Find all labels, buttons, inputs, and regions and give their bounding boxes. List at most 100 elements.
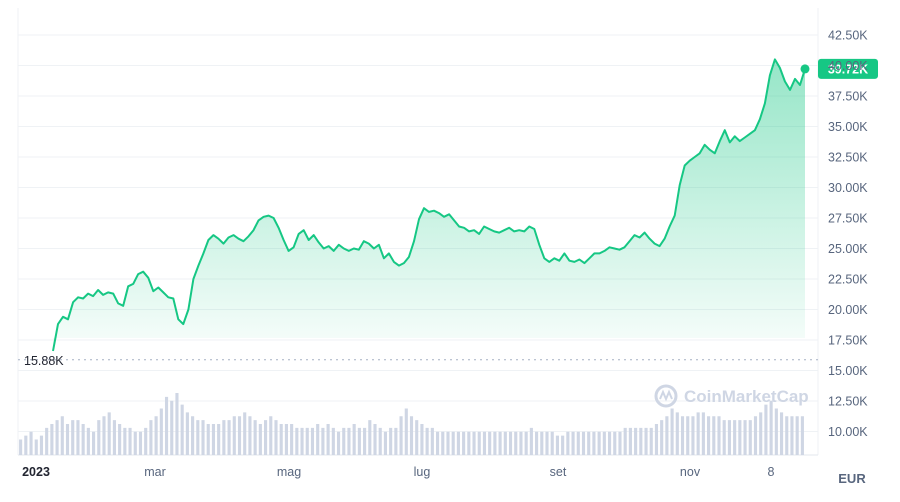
volume-bar (331, 427, 335, 455)
volume-bar (639, 427, 643, 455)
y-tick-label: 17.50K (828, 334, 868, 348)
volume-bar (295, 427, 299, 455)
volume-bar (660, 420, 664, 455)
watermark-logo: CoinMarketCap (654, 384, 809, 408)
volume-bar (566, 431, 570, 455)
volume-bar (347, 427, 351, 455)
volume-bars (19, 393, 804, 455)
last-price-label: 39.72K (828, 62, 868, 76)
volume-bar (399, 416, 403, 455)
y-tick-label: 40.00K (828, 59, 868, 73)
volume-bar (71, 420, 75, 455)
volume-bar (644, 427, 648, 455)
y-tick-label: 20.00K (828, 303, 868, 317)
volume-bar (451, 431, 455, 455)
watermark-text: CoinMarketCap (684, 387, 809, 406)
volume-bar (357, 427, 361, 455)
volume-bar (524, 431, 528, 455)
volume-bar (60, 416, 64, 455)
volume-bar (352, 424, 356, 455)
volume-bar (170, 400, 174, 455)
volume-bar (185, 412, 189, 455)
y-axis-ticks: 42.50K 40.00K 37.50K 35.00K 32.50K 30.00K 27.5… (828, 29, 868, 440)
volume-bar (493, 431, 497, 455)
volume-bar (248, 416, 252, 455)
price-area (53, 59, 805, 352)
volume-bar (269, 416, 273, 455)
volume-bar (321, 427, 325, 455)
last-price-badge: 39.72K (818, 58, 878, 79)
volume-bar (733, 420, 737, 455)
volume-bar (665, 416, 669, 455)
volume-bar (654, 424, 659, 455)
volume-bar (774, 408, 778, 455)
volume-bar (300, 427, 304, 455)
volume-bar (456, 431, 460, 455)
volume-bar (482, 431, 487, 455)
y-tick-label: 27.50K (828, 212, 868, 226)
volume-bar (587, 431, 591, 455)
volume-bar (86, 427, 90, 455)
volume-bar (748, 420, 752, 455)
volume-bar (759, 412, 763, 455)
volume-bar (738, 420, 742, 455)
volume-bar (712, 416, 716, 455)
volume-bar (180, 404, 184, 455)
volume-bar (211, 424, 216, 455)
volume-bar (363, 427, 367, 455)
currency-label: EUR (838, 471, 866, 486)
price-line (52, 58, 806, 352)
y-tick-label: 25.00K (828, 242, 868, 256)
volume-bar (519, 431, 523, 455)
volume-bar (45, 427, 49, 455)
volume-bar (290, 424, 294, 455)
x-tick-label: nov (680, 465, 701, 479)
volume-bar (581, 431, 586, 455)
volume-bar (50, 424, 54, 455)
volume-bar (446, 431, 450, 455)
volume-bar (561, 435, 565, 455)
volume-bar (201, 420, 205, 455)
volume-bar (222, 420, 226, 455)
volume-bar (435, 431, 440, 455)
volume-bar (394, 427, 398, 455)
volume-bar (133, 431, 137, 455)
volume-bar (19, 439, 23, 455)
volume-bar (717, 416, 721, 455)
volume-bar (514, 431, 518, 455)
volume-bar (97, 420, 101, 455)
volume-bar (785, 416, 789, 455)
volume-bar (175, 393, 179, 455)
volume-bar (274, 420, 278, 455)
volume-bar (217, 424, 221, 455)
volume-bar (55, 420, 59, 455)
y-tick-label: 35.00K (828, 120, 868, 134)
volume-bar (118, 424, 122, 455)
volume-bar (628, 427, 632, 455)
volume-bar (65, 424, 70, 455)
volume-bar (164, 396, 169, 455)
volume-bar (430, 427, 434, 455)
volume-bar (76, 420, 80, 455)
volume-bar (123, 427, 127, 455)
volume-bar (316, 424, 320, 455)
volume-bar (722, 420, 726, 455)
volume-bar (378, 427, 382, 455)
volume-bar (149, 420, 153, 455)
volume-bar (191, 416, 195, 455)
y-tick-label: 12.50K (828, 395, 868, 409)
volume-bar (535, 431, 539, 455)
volume-bar (138, 431, 143, 455)
volume-bar (92, 431, 96, 455)
volume-bar (769, 400, 773, 455)
volume-bar (498, 431, 502, 455)
volume-bar (389, 427, 393, 455)
volume-bar (743, 420, 747, 455)
volume-bar (618, 431, 622, 455)
x-tick-label: mag (277, 465, 301, 479)
volume-bar (488, 431, 492, 455)
volume-bar (623, 427, 627, 455)
volume-bar (764, 404, 768, 455)
coinmarketcap-logo-icon (654, 384, 678, 408)
volume-bar (540, 431, 544, 455)
